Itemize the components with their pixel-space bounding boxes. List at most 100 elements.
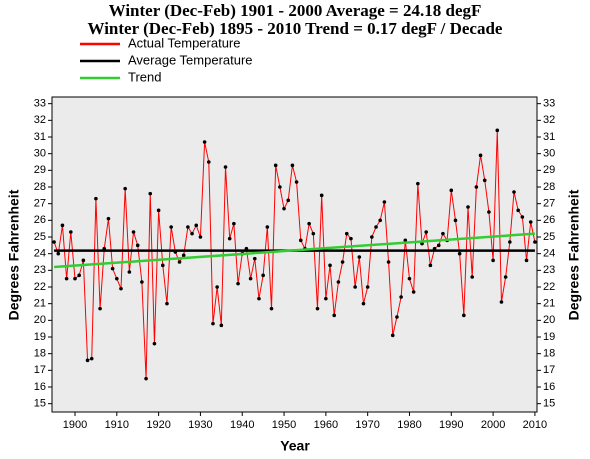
data-point xyxy=(135,243,140,248)
data-point xyxy=(361,301,366,306)
y-tick-label: 33 xyxy=(34,98,46,110)
y-tick-label-right: 15 xyxy=(543,398,555,410)
x-tick-label: 1960 xyxy=(314,419,338,431)
data-point xyxy=(441,231,445,236)
x-tick-label: 1980 xyxy=(397,419,421,431)
y-tick-label: 28 xyxy=(34,181,46,193)
data-point xyxy=(370,235,374,239)
data-point xyxy=(516,208,520,213)
y-tick-label-right: 32 xyxy=(543,114,555,126)
legend-label: Actual Temperature xyxy=(128,35,241,50)
data-point xyxy=(248,276,253,281)
data-point xyxy=(449,188,454,193)
data-point xyxy=(474,185,479,189)
data-point xyxy=(215,285,219,289)
data-point xyxy=(428,263,433,268)
data-point xyxy=(453,218,458,223)
data-point xyxy=(77,273,81,278)
data-point xyxy=(194,223,199,228)
y-tick-label: 20 xyxy=(34,314,46,326)
data-point xyxy=(286,198,291,203)
y-tick-label-right: 29 xyxy=(543,164,555,176)
data-point xyxy=(336,280,341,284)
y-tick-label: 24 xyxy=(34,248,46,260)
data-point xyxy=(148,191,153,196)
data-point xyxy=(278,185,282,189)
data-point xyxy=(119,286,123,291)
data-point xyxy=(190,231,194,236)
data-point xyxy=(160,263,165,268)
data-point xyxy=(386,260,391,264)
data-point xyxy=(69,230,73,234)
data-point xyxy=(491,258,495,263)
data-point xyxy=(257,296,261,301)
data-point xyxy=(470,275,474,279)
data-point xyxy=(144,376,148,381)
y-tick-label-right: 33 xyxy=(543,98,555,110)
data-point xyxy=(512,190,516,194)
y-tick-label: 22 xyxy=(34,281,46,293)
data-point xyxy=(411,290,416,294)
data-point xyxy=(294,180,299,184)
data-point xyxy=(499,300,504,304)
data-point xyxy=(169,225,173,229)
data-point xyxy=(252,256,257,261)
data-point xyxy=(365,285,370,289)
data-point xyxy=(56,251,61,256)
y-tick-label: 18 xyxy=(34,348,46,360)
y-tick-label: 27 xyxy=(34,198,46,210)
chart-title: Winter (Dec-Feb) 1901 - 2000 Average = 2… xyxy=(109,1,482,20)
x-tick-label: 1970 xyxy=(355,419,379,431)
y-tick-label: 26 xyxy=(34,214,46,226)
data-point xyxy=(311,231,316,236)
data-point xyxy=(344,231,349,236)
y-tick-label: 25 xyxy=(34,231,46,243)
y-tick-label-right: 18 xyxy=(543,348,555,360)
data-point xyxy=(399,295,403,299)
data-point xyxy=(503,275,508,279)
series-line xyxy=(54,232,535,269)
y-tick-label: 21 xyxy=(34,298,46,310)
data-point xyxy=(165,301,169,306)
data-point xyxy=(436,243,441,248)
data-point xyxy=(524,258,529,263)
y-tick-label: 17 xyxy=(34,364,46,376)
x-tick-label: 1910 xyxy=(105,419,129,431)
data-point xyxy=(98,306,102,311)
y-tick-label-right: 17 xyxy=(543,364,555,376)
data-point xyxy=(390,333,395,338)
x-tick-label: 1920 xyxy=(146,419,170,431)
data-point xyxy=(307,221,311,226)
data-point xyxy=(198,235,203,239)
data-point xyxy=(407,276,412,281)
y-tick-label: 32 xyxy=(34,114,46,126)
data-point xyxy=(94,196,98,201)
data-point xyxy=(123,186,127,191)
data-point xyxy=(282,206,286,211)
legend-label: Trend xyxy=(128,69,161,84)
data-point xyxy=(528,220,533,224)
y-tick-label-right: 16 xyxy=(543,381,555,393)
y-tick-label-right: 28 xyxy=(543,181,555,193)
data-point xyxy=(478,153,483,158)
y-tick-label-right: 27 xyxy=(543,198,555,210)
y-tick-label-right: 25 xyxy=(543,231,555,243)
y-tick-label-right: 26 xyxy=(543,214,555,226)
data-point xyxy=(106,216,111,221)
data-point xyxy=(466,205,470,209)
data-point xyxy=(110,266,115,271)
series-line xyxy=(53,130,536,379)
y-tick-label: 30 xyxy=(34,148,46,160)
x-tick-label: 1990 xyxy=(439,419,463,431)
data-point xyxy=(353,285,357,289)
data-point xyxy=(403,238,408,243)
data-point xyxy=(374,225,378,229)
y-tick-label: 16 xyxy=(34,381,46,393)
data-point xyxy=(140,280,144,284)
data-point xyxy=(186,225,190,229)
data-point xyxy=(340,260,345,264)
y-axis-label-right: Degrees Fahrenheit xyxy=(566,189,582,320)
data-point xyxy=(457,251,462,256)
plot-area xyxy=(51,96,538,413)
